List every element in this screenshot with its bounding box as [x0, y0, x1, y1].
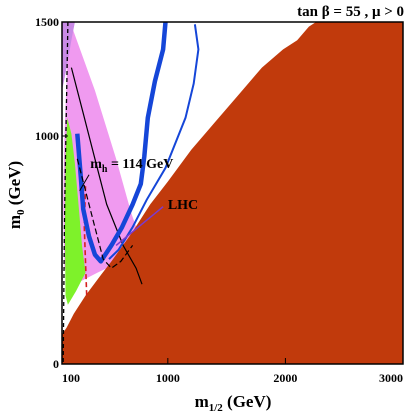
annotation-label: LHC [168, 198, 198, 213]
wmap-funnel [108, 24, 200, 260]
lhc-reach-line [76, 158, 134, 270]
chart-title: tan β = 55 , μ > 0 [297, 4, 404, 20]
x-tick-label: 2000 [273, 371, 297, 385]
x-tick-label: 100 [62, 371, 80, 385]
higgs-annotation-arrow [79, 174, 90, 191]
x-axis-title: m1/2 (GeV) [195, 392, 272, 414]
y-tick-label: 1000 [35, 129, 59, 143]
plot-frame [61, 21, 404, 365]
y-axis-title: m0 (GeV) [5, 161, 27, 229]
wmap-band [75, 22, 168, 264]
y-tick-label: 1500 [35, 15, 59, 29]
lhc-annotation-arrow [115, 206, 164, 247]
chargino-limit-line [62, 22, 69, 364]
annotation-label: mh = 114 GeV [90, 157, 173, 175]
x-tick-label: 1000 [156, 371, 180, 385]
bsg-region [64, 117, 86, 305]
lep-excluded-region [62, 22, 75, 91]
x-tick-label: 3000 [379, 371, 403, 385]
y-tick-label: 0 [53, 357, 59, 371]
gmu2-boundary-line [70, 67, 143, 285]
excluded-region [62, 22, 403, 364]
